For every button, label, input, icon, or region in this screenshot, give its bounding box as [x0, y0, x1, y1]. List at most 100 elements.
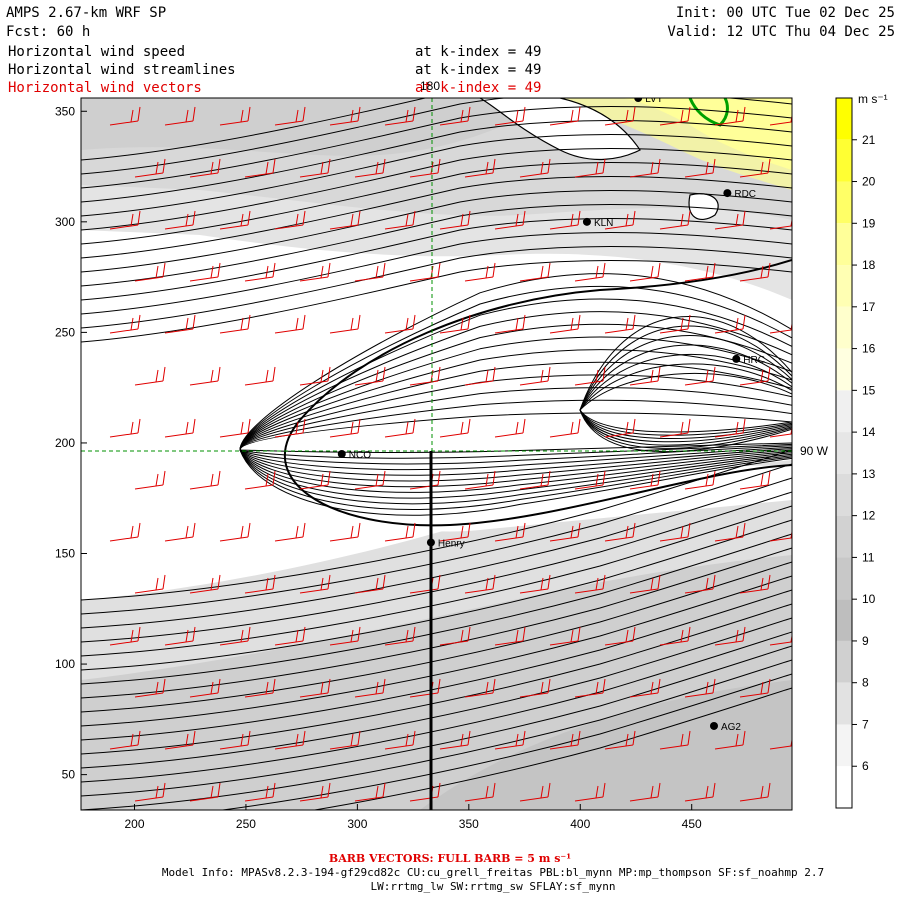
wind-barb-staff	[189, 380, 219, 386]
wind-barb-staff	[739, 692, 769, 698]
wind-barb-flag	[540, 161, 544, 175]
wind-barb-staff	[219, 640, 249, 646]
colorbar-level-label: 14	[862, 425, 876, 439]
wind-barb-flag	[625, 109, 629, 123]
streamline-bold	[283, 259, 792, 527]
colorbar-level-label: 20	[862, 175, 876, 189]
wind-barb-flag	[705, 681, 709, 695]
wind-barb-staff	[659, 640, 689, 646]
colorbar-level-label: 17	[862, 300, 876, 314]
streamline	[81, 231, 792, 315]
wind-barb-staff	[519, 172, 549, 178]
wind-barb-staff	[109, 328, 139, 334]
wind-barb-staff	[244, 276, 274, 282]
wind-barb-flag	[657, 366, 661, 382]
y-axis: 350 300 250 200 150 100 50	[55, 104, 87, 782]
wind-barb-flag	[240, 317, 244, 331]
wind-barb-flag	[382, 782, 386, 798]
wind-barb-staff	[274, 432, 304, 438]
wind-barb-flag	[767, 158, 771, 174]
wind-barb-flag	[680, 421, 684, 435]
streamline	[81, 561, 792, 713]
wind-barb-flag	[577, 522, 581, 538]
wind-barb-flag	[327, 158, 331, 174]
streamline	[81, 175, 792, 259]
wind-barb-staff	[769, 433, 792, 438]
wind-barb-flag	[247, 106, 251, 122]
wind-barb-flag	[485, 473, 489, 487]
wind-barb-flag	[375, 161, 379, 175]
wind-barb-flag	[595, 265, 599, 279]
wind-barb-flag	[247, 418, 251, 434]
y-tick-label: 350	[55, 104, 75, 118]
wind-barb-flag	[137, 522, 141, 538]
wind-barb-flag	[712, 158, 716, 174]
wind-barb-staff	[714, 432, 744, 438]
wind-barb-flag	[657, 158, 661, 174]
wind-barb-staff	[684, 276, 714, 282]
wind-barb-flag	[350, 213, 354, 227]
streamline	[579, 316, 792, 453]
wind-barb-flag	[467, 106, 471, 122]
wind-barb-staff	[109, 224, 139, 230]
wind-barb-flag	[632, 314, 636, 330]
wind-barb-staff	[604, 120, 634, 126]
colorbar-swatch	[836, 98, 852, 140]
wind-barb-flag	[767, 470, 771, 486]
wind-barb-staff	[219, 432, 249, 438]
wind-barb-staff	[494, 744, 524, 750]
wind-barb-flag	[240, 733, 244, 747]
wind-barb-staff	[629, 172, 659, 178]
wind-barb-staff	[659, 744, 689, 750]
wind-barb-staff	[384, 744, 414, 750]
wind-barb-flag	[577, 314, 581, 330]
wind-barb-staff	[684, 796, 714, 802]
wind-barb-staff	[409, 796, 439, 802]
wind-barb-flag	[192, 106, 196, 122]
wind-barb-flag	[217, 574, 221, 590]
wind-barb-staff	[109, 640, 139, 646]
wind-barb-flag	[302, 314, 306, 330]
wind-barb-flag	[192, 210, 196, 226]
streamline	[81, 119, 792, 203]
wind-barb-flag	[547, 678, 551, 694]
wind-barb-flag	[460, 733, 464, 747]
wind-barb-flag	[735, 421, 739, 435]
wind-barb-staff	[384, 432, 414, 438]
colorbar-swatch	[836, 473, 852, 516]
wind-barb-staff	[274, 328, 304, 334]
wind-barb-flag	[375, 681, 379, 695]
wind-barb-staff	[164, 640, 194, 646]
wind-barb-flag	[357, 418, 361, 434]
wind-barb-flag	[320, 473, 324, 487]
wind-barb-flag	[522, 522, 526, 538]
wind-barb-flag	[430, 265, 434, 279]
wind-barb-flag	[632, 418, 636, 434]
wind-barb-staff	[714, 328, 744, 334]
streamline	[239, 273, 792, 516]
wind-barb-flag	[217, 366, 221, 382]
wind-barb-staff	[659, 328, 689, 334]
ice-shelf-coast	[478, 98, 641, 160]
wind-barb-staff	[494, 640, 524, 646]
wind-barb-flag	[687, 210, 691, 226]
wind-barb-staff	[134, 484, 164, 490]
station-marker	[634, 98, 643, 102]
wind-barb-flag	[760, 161, 764, 175]
colorbar-swatch	[836, 348, 852, 391]
wind-barb-flag	[162, 366, 166, 382]
wind-barb-staff	[519, 796, 549, 802]
field-level-wind-speed: at k-index = 49	[415, 44, 541, 60]
wind-barb-staff	[494, 224, 524, 230]
colorbar-level-label: 15	[862, 383, 876, 397]
streamline	[81, 533, 792, 685]
wind-barb-staff	[684, 484, 714, 490]
wind-barb-flag	[650, 369, 654, 383]
wind-barb-flag	[742, 210, 746, 226]
streamline	[81, 217, 792, 301]
wind-barb-staff	[189, 692, 219, 698]
wind-barb-staff	[629, 276, 659, 282]
wind-barb-flag	[302, 418, 306, 434]
colorbar-level-label: 9	[862, 634, 869, 648]
wind-barb-flag	[680, 525, 684, 539]
